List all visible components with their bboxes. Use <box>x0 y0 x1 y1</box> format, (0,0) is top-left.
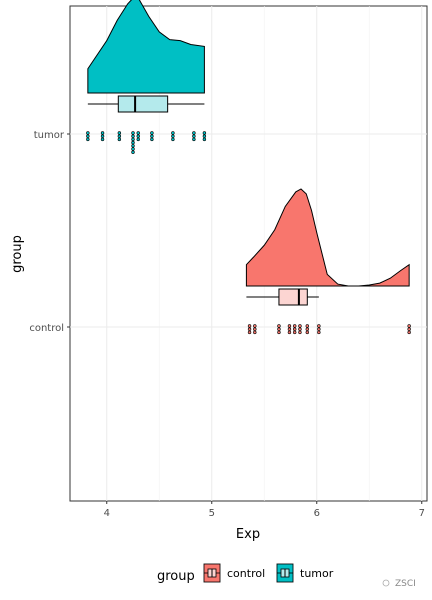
control-point <box>253 327 257 331</box>
tumor-density <box>87 0 205 94</box>
control-point <box>293 327 297 331</box>
x-tick-label: 5 <box>209 508 215 519</box>
control-point <box>293 330 297 335</box>
tumor-box <box>117 95 169 113</box>
watermark: ZSCI <box>382 579 416 589</box>
tumor-point <box>131 147 135 151</box>
tumor-point <box>86 134 90 138</box>
x-tick-label: 4 <box>104 508 110 519</box>
tumor-point <box>202 137 207 142</box>
tumor-point <box>136 137 140 142</box>
legend-label-control: control <box>227 567 265 580</box>
panel-border <box>69 5 428 502</box>
tumor-point <box>131 150 135 154</box>
control-point <box>287 324 292 328</box>
control-point <box>253 330 257 335</box>
control-point <box>247 324 252 328</box>
tumor-point <box>192 131 196 135</box>
control-point <box>305 330 309 335</box>
tumor-point <box>131 134 135 138</box>
control-point <box>317 324 321 328</box>
control-point <box>293 324 297 328</box>
control-point <box>407 324 411 328</box>
control-point <box>287 330 292 335</box>
tumor-point <box>202 134 207 138</box>
x-axis-title: Exp <box>236 527 260 542</box>
tumor-point <box>131 144 135 148</box>
tumor-point <box>136 131 140 135</box>
tumor-point <box>131 131 135 135</box>
tumor-point <box>100 131 105 135</box>
tumor-point <box>86 131 90 135</box>
tumor-point <box>117 131 122 135</box>
tumor-point <box>117 134 122 138</box>
control-point <box>305 327 309 331</box>
x-tick-label: 6 <box>314 508 320 519</box>
wechat-icon <box>382 579 390 587</box>
control-point <box>298 330 302 335</box>
control-point <box>287 327 292 331</box>
control-point <box>298 324 302 328</box>
x-tick-label: 7 <box>419 508 425 519</box>
legend: group control tumor <box>157 563 334 584</box>
tumor-point <box>171 131 175 135</box>
tumor-point <box>117 137 122 142</box>
tumor-point <box>150 137 154 142</box>
tumor-point <box>150 131 154 135</box>
tumor-point <box>150 134 154 138</box>
control-point <box>277 327 281 331</box>
tumor-point <box>202 131 207 135</box>
control-point <box>317 327 321 331</box>
control-point <box>253 324 257 328</box>
tumor-point <box>100 134 105 138</box>
control-point <box>298 327 302 331</box>
y-axis-title: group <box>10 235 25 273</box>
tumor-point <box>131 137 135 142</box>
control-point <box>305 324 309 328</box>
tumor-point <box>171 134 175 138</box>
control-point <box>247 327 252 331</box>
watermark-text: ZSCI <box>395 579 416 589</box>
control-box <box>278 288 308 306</box>
tumor-point <box>86 137 90 142</box>
tumor-point <box>131 140 135 145</box>
legend-label-tumor: tumor <box>300 567 334 580</box>
tumor-point <box>136 134 140 138</box>
control-point <box>277 324 281 328</box>
y-tick-label: tumor <box>34 130 65 141</box>
control-point <box>277 330 281 335</box>
legend-title: group <box>157 569 195 584</box>
tumor-point <box>192 134 196 138</box>
control-point <box>317 330 321 335</box>
control-point <box>407 327 411 331</box>
control-point <box>247 330 252 335</box>
plot-area: 4 5 6 7 tumor control <box>29 0 428 519</box>
tumor-point <box>192 137 196 142</box>
tumor-point <box>171 137 175 142</box>
y-tick-label: control <box>29 323 64 334</box>
control-density <box>245 188 410 287</box>
control-point <box>407 330 411 335</box>
tumor-point <box>100 137 105 142</box>
